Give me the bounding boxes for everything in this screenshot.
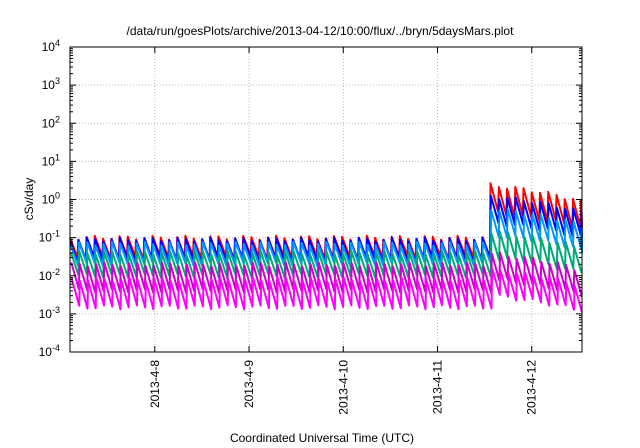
series-line	[70, 251, 583, 297]
y-tick-label: 10-4	[39, 343, 60, 359]
x-tick-label: 2013-4-8	[148, 360, 162, 408]
y-tick-label: 101	[42, 152, 60, 168]
series-line	[69, 208, 583, 268]
y-tick-label: 10-1	[39, 229, 60, 245]
y-axis: 10-4 10-3 10-2 10-1 100 101 102 103 104	[39, 38, 582, 359]
y-tick-label: 103	[42, 76, 60, 92]
y-tick-label: 100	[42, 191, 60, 207]
y-tick-label: 102	[42, 114, 60, 130]
x-tick-label: 2013-4-11	[431, 360, 445, 414]
y-tick-label: 10-2	[39, 267, 60, 283]
x-tick-label: 2013-4-10	[336, 360, 350, 415]
y-axis-label: cSv/day	[22, 178, 36, 221]
y-tick-label: 104	[42, 38, 60, 54]
series-line	[70, 230, 583, 279]
x-tick-label: 2013-4-9	[242, 360, 256, 408]
x-axis: 2013-4-8 2013-4-9 2013-4-10 2013-4-11 2013-4…	[148, 47, 539, 415]
y-tick-label: 10-3	[39, 305, 60, 321]
series-group	[69, 182, 583, 313]
x-tick-label: 2013-4-12	[525, 360, 539, 415]
x-axis-label: Coordinated Universal Time (UTC)	[230, 431, 414, 445]
chart-title: /data/run/goesPlots/archive/2013-04-12/1…	[127, 24, 515, 38]
series-line	[70, 267, 583, 313]
